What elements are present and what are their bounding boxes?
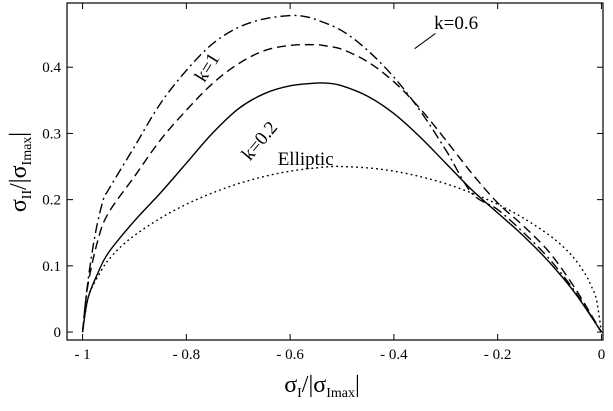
y-tick-label: 0.4 [42, 60, 61, 76]
series-line-k-1 [81, 14, 602, 333]
x-tick-label: 0 [598, 347, 606, 363]
x-tick-label: - 0.6 [276, 347, 304, 363]
y-tick-label: 0.3 [42, 126, 61, 142]
y-axis-label-group: σII/|σImax| [6, 132, 35, 212]
x-tick-label: - 0.4 [380, 347, 408, 363]
series-line-k-0-2 [81, 82, 602, 333]
curve-label: k=0.6 [434, 13, 478, 34]
series-line-elliptic [81, 165, 603, 333]
x-tick-label: - 0.8 [173, 347, 201, 363]
y-tick-label: 0.2 [42, 193, 61, 209]
y-axis-label: σII/|σImax| [6, 132, 35, 212]
curve-label: Elliptic [278, 149, 334, 170]
y-tick-label: 0.1 [42, 259, 61, 275]
curve-label: k=1 [191, 49, 225, 85]
annotation-leader-line [414, 33, 436, 50]
x-tick-label: - 0.2 [484, 347, 512, 363]
series-line-k-0-6 [81, 43, 603, 333]
curves [81, 14, 603, 333]
x-tick-label: - 1 [74, 347, 90, 363]
x-axis-label: σI/|σImax| [284, 372, 360, 401]
y-tick-label: 0 [54, 325, 62, 341]
curve-label: k=0.2 [238, 118, 282, 165]
plot-frame [66, 2, 604, 341]
axis-ticks: - 1 - 0.8 - 0.6 - 0.4 - 0.2 0 0 0.1 0.2 0.3 0.4 [42, 3, 605, 363]
